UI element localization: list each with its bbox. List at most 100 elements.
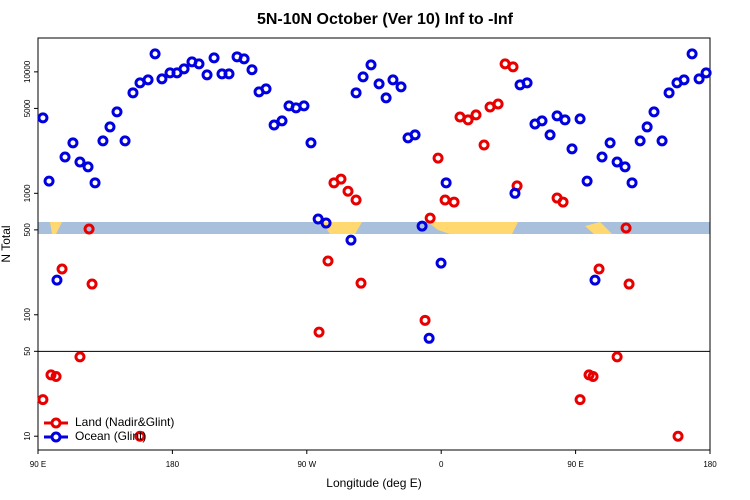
- point: [551, 110, 563, 122]
- x-tick-label: 180: [703, 460, 717, 469]
- x-tick-label: 90 E: [567, 460, 583, 469]
- point: [587, 371, 599, 383]
- y-tick-label: 10: [23, 431, 32, 440]
- y-tick-label: 100: [23, 308, 32, 322]
- x-tick-label: 180: [166, 460, 180, 469]
- point: [111, 106, 123, 118]
- point: [342, 185, 354, 197]
- point: [50, 371, 62, 383]
- x-tick-label: 0: [439, 460, 444, 469]
- point: [589, 274, 601, 286]
- y-tick-label: 1000: [23, 184, 32, 202]
- point: [345, 234, 357, 246]
- land-band: [322, 222, 362, 234]
- point: [193, 58, 205, 70]
- land-band: [50, 222, 62, 234]
- point: [89, 177, 101, 189]
- point: [373, 78, 385, 90]
- point: [611, 156, 623, 168]
- point: [623, 278, 635, 290]
- chart-title: 5N-10N October (Ver 10) Inf to -Inf: [257, 11, 514, 28]
- point: [119, 135, 131, 147]
- point: [149, 48, 161, 60]
- y-tick-label: 10000: [23, 60, 32, 83]
- point: [462, 114, 474, 126]
- point: [559, 114, 571, 126]
- point: [611, 351, 623, 363]
- point: [134, 430, 146, 442]
- point: [663, 87, 675, 99]
- point: [678, 74, 690, 86]
- point: [260, 83, 272, 95]
- point: [536, 115, 548, 127]
- point: [509, 187, 521, 199]
- point: [305, 137, 317, 149]
- point: [320, 217, 332, 229]
- point: [268, 119, 280, 131]
- point: [156, 73, 168, 85]
- point: [312, 213, 324, 225]
- point: [593, 263, 605, 275]
- point: [634, 135, 646, 147]
- point: [350, 194, 362, 206]
- point: [51, 274, 63, 286]
- point: [439, 194, 451, 206]
- point: [246, 64, 258, 76]
- x-tick-label: 90 E: [30, 460, 46, 469]
- point: [298, 100, 310, 112]
- legend-label: Land (Nadir&Glint): [75, 415, 174, 429]
- point: [507, 61, 519, 73]
- y-axis-label: N Total: [0, 225, 13, 262]
- point: [86, 278, 98, 290]
- point: [656, 135, 668, 147]
- point: [74, 156, 86, 168]
- point: [423, 332, 435, 344]
- point: [357, 71, 369, 83]
- point: [581, 175, 593, 187]
- surface-band: [38, 222, 710, 234]
- point: [355, 277, 367, 289]
- point: [83, 223, 95, 235]
- point: [672, 430, 684, 442]
- point: [686, 48, 698, 60]
- point: [566, 143, 578, 155]
- point: [127, 87, 139, 99]
- point: [620, 222, 632, 234]
- y-tick-label: 5000: [23, 99, 32, 117]
- point: [424, 212, 436, 224]
- legend-marker: [50, 417, 62, 429]
- point: [322, 255, 334, 267]
- point: [104, 121, 116, 133]
- point: [521, 77, 533, 89]
- point: [626, 177, 638, 189]
- point: [178, 63, 190, 75]
- point: [448, 196, 460, 208]
- x-axis-label: Longitude (deg E): [326, 476, 421, 490]
- point: [544, 129, 556, 141]
- point: [700, 67, 712, 79]
- point: [395, 81, 407, 93]
- legend-label: Ocean (Glint): [75, 429, 146, 443]
- point: [380, 92, 392, 104]
- point: [416, 220, 428, 232]
- point: [82, 161, 94, 173]
- land-band: [585, 222, 612, 234]
- point: [223, 68, 235, 80]
- point: [97, 135, 109, 147]
- point: [43, 175, 55, 187]
- point: [313, 326, 325, 338]
- point: [693, 73, 705, 85]
- plot-frame: [37, 37, 711, 451]
- point: [276, 115, 288, 127]
- point: [574, 394, 586, 406]
- point: [74, 351, 86, 363]
- point: [648, 106, 660, 118]
- point: [350, 87, 362, 99]
- point: [419, 314, 431, 326]
- point: [470, 109, 482, 121]
- point: [56, 263, 68, 275]
- point: [574, 113, 586, 125]
- land-band: [428, 222, 518, 234]
